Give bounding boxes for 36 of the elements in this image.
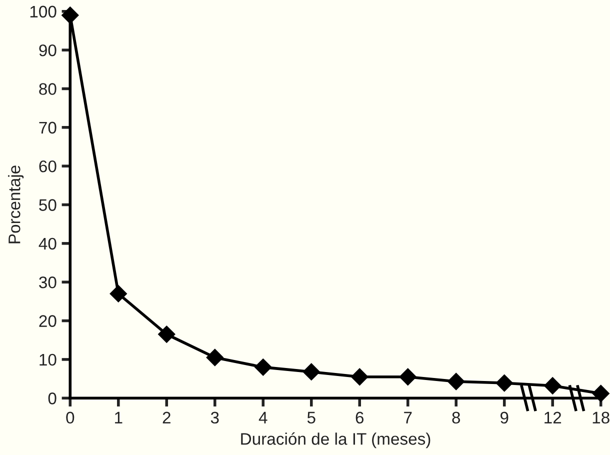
y-tick-label: 70 [39, 122, 56, 134]
x-tick-label: 2 [162, 412, 170, 424]
x-tick-label: 12 [544, 412, 562, 424]
y-tick-label: 10 [40, 354, 56, 366]
x-tick-label: 1 [115, 412, 122, 424]
y-axis-title: Porcentaje [8, 166, 24, 244]
point [544, 377, 562, 394]
x-tick-label: 8 [452, 412, 460, 424]
y-tick-label: 20 [39, 315, 56, 327]
x-tick-label: 0 [66, 412, 74, 424]
point [110, 285, 127, 302]
point [254, 358, 272, 376]
y-tick-label: 90 [39, 44, 56, 56]
y-tick-label: 40 [38, 238, 56, 250]
x-tick-label: 7 [404, 412, 412, 424]
point [592, 384, 610, 402]
point [302, 363, 320, 380]
x-tick-label: 3 [210, 412, 219, 424]
x-tick-label: 9 [500, 412, 508, 424]
point [206, 348, 224, 366]
y-tick-label: 30 [39, 276, 56, 288]
y-tick-label: 80 [39, 83, 56, 95]
y-tick-label: 100 [30, 6, 56, 18]
x-axis-title: Duración de la IT (meses) [241, 432, 430, 448]
point [399, 368, 416, 386]
y-tick-label: 0 [48, 392, 56, 404]
x-tick-label: 5 [307, 412, 316, 424]
y-tick-label: 50 [39, 199, 56, 211]
x-tick-label: 18 [592, 412, 610, 424]
point [448, 372, 465, 390]
point [496, 374, 513, 392]
x-tick-label: 6 [356, 412, 364, 424]
point [158, 326, 176, 343]
x-tick-label: 4 [258, 412, 268, 424]
point [351, 368, 368, 386]
y-tick-label: 60 [39, 160, 56, 172]
